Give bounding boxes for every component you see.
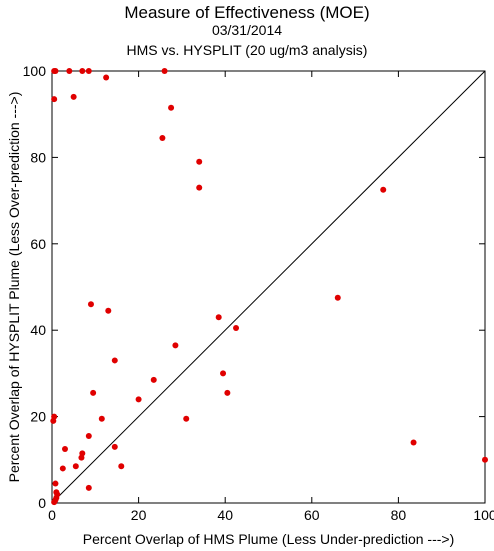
data-point (196, 184, 203, 191)
data-point (98, 415, 105, 422)
y-tick-label: 20 (30, 409, 46, 425)
x-tick-label: 100 (473, 507, 494, 523)
axis-ticks: 0 20 40 60 80 100 0 20 40 60 80 100 (23, 63, 494, 523)
data-point (150, 376, 157, 383)
data-point (118, 463, 125, 470)
chart-subtitle: HMS vs. HYSPLIT (20 ug/m3 analysis) (126, 42, 368, 58)
data-point (161, 68, 168, 74)
data-point (59, 465, 66, 472)
x-axis-label: Percent Overlap of HMS Plume (Less Under… (83, 531, 455, 547)
data-point (233, 325, 240, 332)
data-point (79, 68, 86, 74)
data-point (105, 307, 112, 314)
y-tick-label: 60 (30, 236, 46, 252)
data-point (72, 463, 79, 470)
data-point (196, 158, 203, 165)
data-point (85, 68, 92, 74)
reference-line (51, 70, 486, 504)
x-tick-label: 40 (217, 507, 233, 523)
data-points (50, 68, 488, 506)
data-point (50, 417, 57, 424)
data-point (85, 433, 92, 440)
y-tick-label: 40 (30, 322, 46, 338)
data-point (482, 456, 488, 463)
chart-title: Measure of Effectiveness (MOE) (124, 3, 370, 22)
data-point (334, 294, 341, 301)
data-point (111, 443, 118, 450)
x-tick-label: 0 (48, 507, 56, 523)
data-point (135, 396, 142, 403)
x-tick-label: 20 (131, 507, 147, 523)
y-axis-label: Percent Overlap of HYSPLIT Plume (Less O… (6, 92, 22, 483)
y-tick-label: 80 (30, 149, 46, 165)
data-point (159, 134, 166, 141)
data-point (70, 93, 77, 100)
data-point (51, 499, 58, 506)
data-point (111, 357, 118, 364)
data-point (183, 415, 190, 422)
x-tick-label: 80 (391, 507, 407, 523)
chart-date: 03/31/2014 (211, 22, 283, 38)
data-point (380, 186, 387, 193)
data-point (61, 446, 68, 452)
data-point (168, 104, 175, 111)
data-point (103, 74, 110, 81)
data-point (87, 301, 94, 308)
data-point (220, 370, 227, 377)
y-tick-label: 100 (23, 63, 47, 79)
data-point (51, 96, 58, 103)
y-tick-label: 0 (38, 495, 46, 511)
data-point (66, 68, 73, 74)
data-point (224, 389, 231, 396)
data-point (90, 389, 97, 396)
data-point (172, 342, 179, 349)
data-point (78, 454, 85, 461)
data-point (85, 484, 92, 491)
data-point (410, 439, 417, 446)
x-tick-label: 60 (304, 507, 320, 523)
data-point (215, 314, 222, 321)
data-point (52, 480, 59, 487)
plot-frame (51, 70, 486, 504)
data-point (52, 68, 59, 74)
